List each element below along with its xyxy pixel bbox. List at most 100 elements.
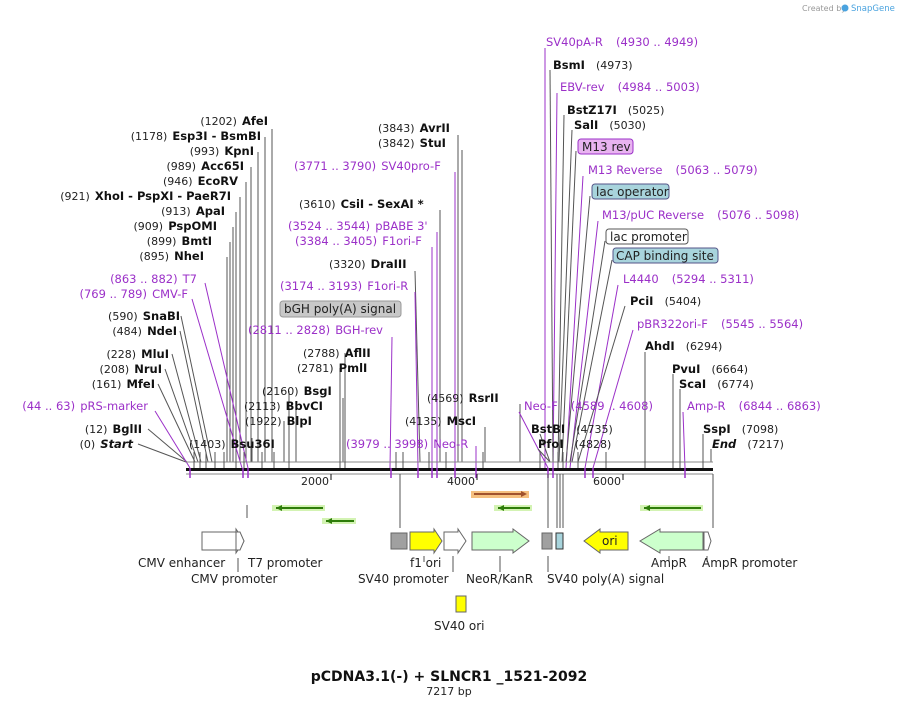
- svg-text:(12) BglII: (12) BglII: [85, 418, 142, 437]
- site-sexai: SexAI *: [377, 197, 424, 211]
- primer-leader-lines: [154, 48, 686, 469]
- svg-text:(769 .. 789) CMV-F: (769 .. 789) CMV-F: [79, 283, 188, 302]
- bgh-polya-label: bGH poly(A) signal: [284, 302, 396, 316]
- m13rev-label: M13 rev: [582, 140, 631, 154]
- arrow-left-icon: [644, 505, 650, 511]
- site-bstz17i-num: (5025): [628, 104, 665, 117]
- snapgene-logo-icon: [841, 4, 849, 12]
- map-length: 7217 bp: [426, 685, 471, 698]
- site-bsgi-num: (2160): [262, 385, 299, 398]
- primer-neo-r-num: (3979 .. 3998): [346, 437, 428, 451]
- primer-amp-r: Amp-R: [687, 399, 726, 413]
- primer-m13-reverse: M13 Reverse: [588, 163, 662, 177]
- primer-f1ori-f-num: (3384 .. 3405): [295, 234, 377, 248]
- site-ahdi-num: (6294): [686, 340, 723, 353]
- svg-text:(946) EcoRV: (946) EcoRV: [163, 170, 238, 189]
- cap-site-label: CAP binding site: [616, 249, 714, 263]
- site-pmli-num: (2781): [297, 362, 334, 375]
- ori-arrow: [583, 528, 629, 554]
- svg-text:ScaI (6774): ScaI (6774): [679, 373, 754, 392]
- backbone: 2000 4000 6000: [186, 452, 713, 488]
- primer-f1ori-r-num: (3174 .. 3193): [280, 279, 362, 293]
- left-primer-labels: (863 .. 882) T7 (769 .. 789) CMV-F (44 .…: [22, 268, 197, 414]
- primer-pbabe3: pBABE 3': [375, 219, 427, 233]
- site-kpni-num: (993): [190, 145, 220, 158]
- arrow-right-icon: [521, 491, 527, 497]
- svg-text:BstBI (4735): BstBI (4735): [531, 418, 613, 437]
- svg-text:M13 Reverse (5063 .. 5079): M13 Reverse (5063 .. 5079): [588, 159, 758, 178]
- primer-cmv-f: CMV-F: [152, 287, 188, 301]
- svg-text:EBV-rev (4984 .. 5003): EBV-rev (4984 .. 5003): [560, 76, 700, 95]
- site-pcii-num: (5404): [665, 295, 702, 308]
- svg-text:L4440 (5294 .. 5311): L4440 (5294 .. 5311): [623, 268, 754, 287]
- primer-ebv-rev: EBV-rev: [560, 80, 605, 94]
- site-sali: SalI: [574, 118, 598, 132]
- site-mfei-num: (161): [92, 378, 122, 391]
- primer-t7: T7: [182, 272, 197, 286]
- lac-block: [555, 532, 564, 550]
- svg-text:(2811 .. 2828) BGH-rev: (2811 .. 2828) BGH-rev: [248, 319, 383, 338]
- svg-text:Amp-R (6844 .. 6863): Amp-R (6844 .. 6863): [687, 395, 821, 414]
- site-mlui: MluI: [141, 347, 169, 361]
- site-pfoi: PfoI: [538, 437, 564, 451]
- svg-text:(2160) BsgI: (2160) BsgI: [262, 380, 332, 399]
- site-afei: AfeI: [242, 114, 268, 128]
- site-ndei: NdeI: [147, 324, 177, 338]
- site-snabi: SnaBI: [143, 309, 180, 323]
- sv40-ori-block: [455, 595, 467, 613]
- site-xhoi-num: (921): [60, 190, 90, 203]
- tick-2000: 2000: [301, 475, 329, 488]
- arrow-left-icon: [326, 518, 332, 524]
- svg-text:AhdI (6294): AhdI (6294): [645, 335, 722, 354]
- svg-text:SalI (5030): SalI (5030): [574, 114, 646, 133]
- svg-text:(4569) RsrII: (4569) RsrII: [427, 387, 499, 406]
- site-pvui-num: (6664): [711, 363, 748, 376]
- svg-text:(44 .. 63) pRS-marker: (44 .. 63) pRS-marker: [22, 395, 148, 414]
- svg-text:(590) SnaBI: (590) SnaBI: [108, 305, 180, 324]
- site-esp3i-num: (1178): [131, 130, 168, 143]
- site-mlui-num: (228): [106, 348, 136, 361]
- site-start-num: (0): [80, 438, 96, 451]
- svg-text:(161) MfeI: (161) MfeI: [92, 373, 155, 392]
- site-pspomi: PspOMI: [168, 219, 217, 233]
- site-stui: StuI: [420, 136, 446, 150]
- site-bglii-num: (12): [85, 423, 108, 436]
- svg-text:SV40pA-R (4930 .. 4949): SV40pA-R (4930 .. 4949): [546, 31, 698, 50]
- svg-text:(863 .. 882) T7: (863 .. 882) T7: [110, 268, 197, 287]
- site-pmli: PmlI: [339, 361, 368, 375]
- arrow-left-icon: [498, 505, 504, 511]
- site-pfoi-num: (4828): [575, 438, 612, 451]
- site-acc65i: Acc65I: [201, 159, 244, 173]
- site-bsgi: BsgI: [304, 384, 332, 398]
- site-csii: CsiI: [341, 197, 365, 211]
- site-ecorv: EcoRV: [198, 174, 238, 188]
- site-nhei: NheI: [174, 249, 204, 263]
- site-avrii: AvrII: [420, 121, 450, 135]
- ampr-promoter-arrow: [703, 531, 712, 551]
- svg-text:(909) PspOMI: (909) PspOMI: [134, 215, 218, 234]
- sv40-promoter-label: SV40 promoter: [358, 572, 449, 586]
- site-acc65i-num: (989): [166, 160, 196, 173]
- site-ndei-num: (484): [112, 325, 142, 338]
- f1-ori-arrow: [409, 527, 443, 555]
- site-nrui-num: (208): [100, 363, 130, 376]
- svg-text:PfoI (4828): PfoI (4828): [538, 433, 611, 452]
- primer-prs-marker: pRS-marker: [80, 399, 148, 413]
- site-rsrii: RsrII: [469, 391, 499, 405]
- svg-text:(899) BmtI: (899) BmtI: [147, 230, 212, 249]
- site-blpi: BlpI: [287, 414, 312, 428]
- t7-promoter-label: T7 promoter: [247, 556, 323, 570]
- ori-label: ori: [602, 534, 618, 548]
- site-bstbi-num: (4735): [576, 423, 613, 436]
- svg-text:(3842) StuI: (3842) StuI: [378, 132, 446, 151]
- feature-labels: CMV enhancer CMV promoter T7 promoter f1…: [138, 556, 797, 633]
- primer-m13-reverse-num: (5063 .. 5079): [676, 163, 758, 177]
- primer-ebv-rev-num: (4984 .. 5003): [618, 80, 700, 94]
- svg-text:M13/pUC Reverse (5076 .. 5098): M13/pUC Reverse (5076 .. 5098): [602, 204, 799, 223]
- site-bsu36i: Bsu36I: [231, 437, 275, 451]
- primer-sv40pro-f-num: (3771 .. 3790): [294, 159, 376, 173]
- primer-t7-num: (863 .. 882): [110, 272, 178, 286]
- ampr-promoter-label: AmpR promoter: [702, 556, 797, 570]
- site-draiii: DraIII: [371, 257, 407, 271]
